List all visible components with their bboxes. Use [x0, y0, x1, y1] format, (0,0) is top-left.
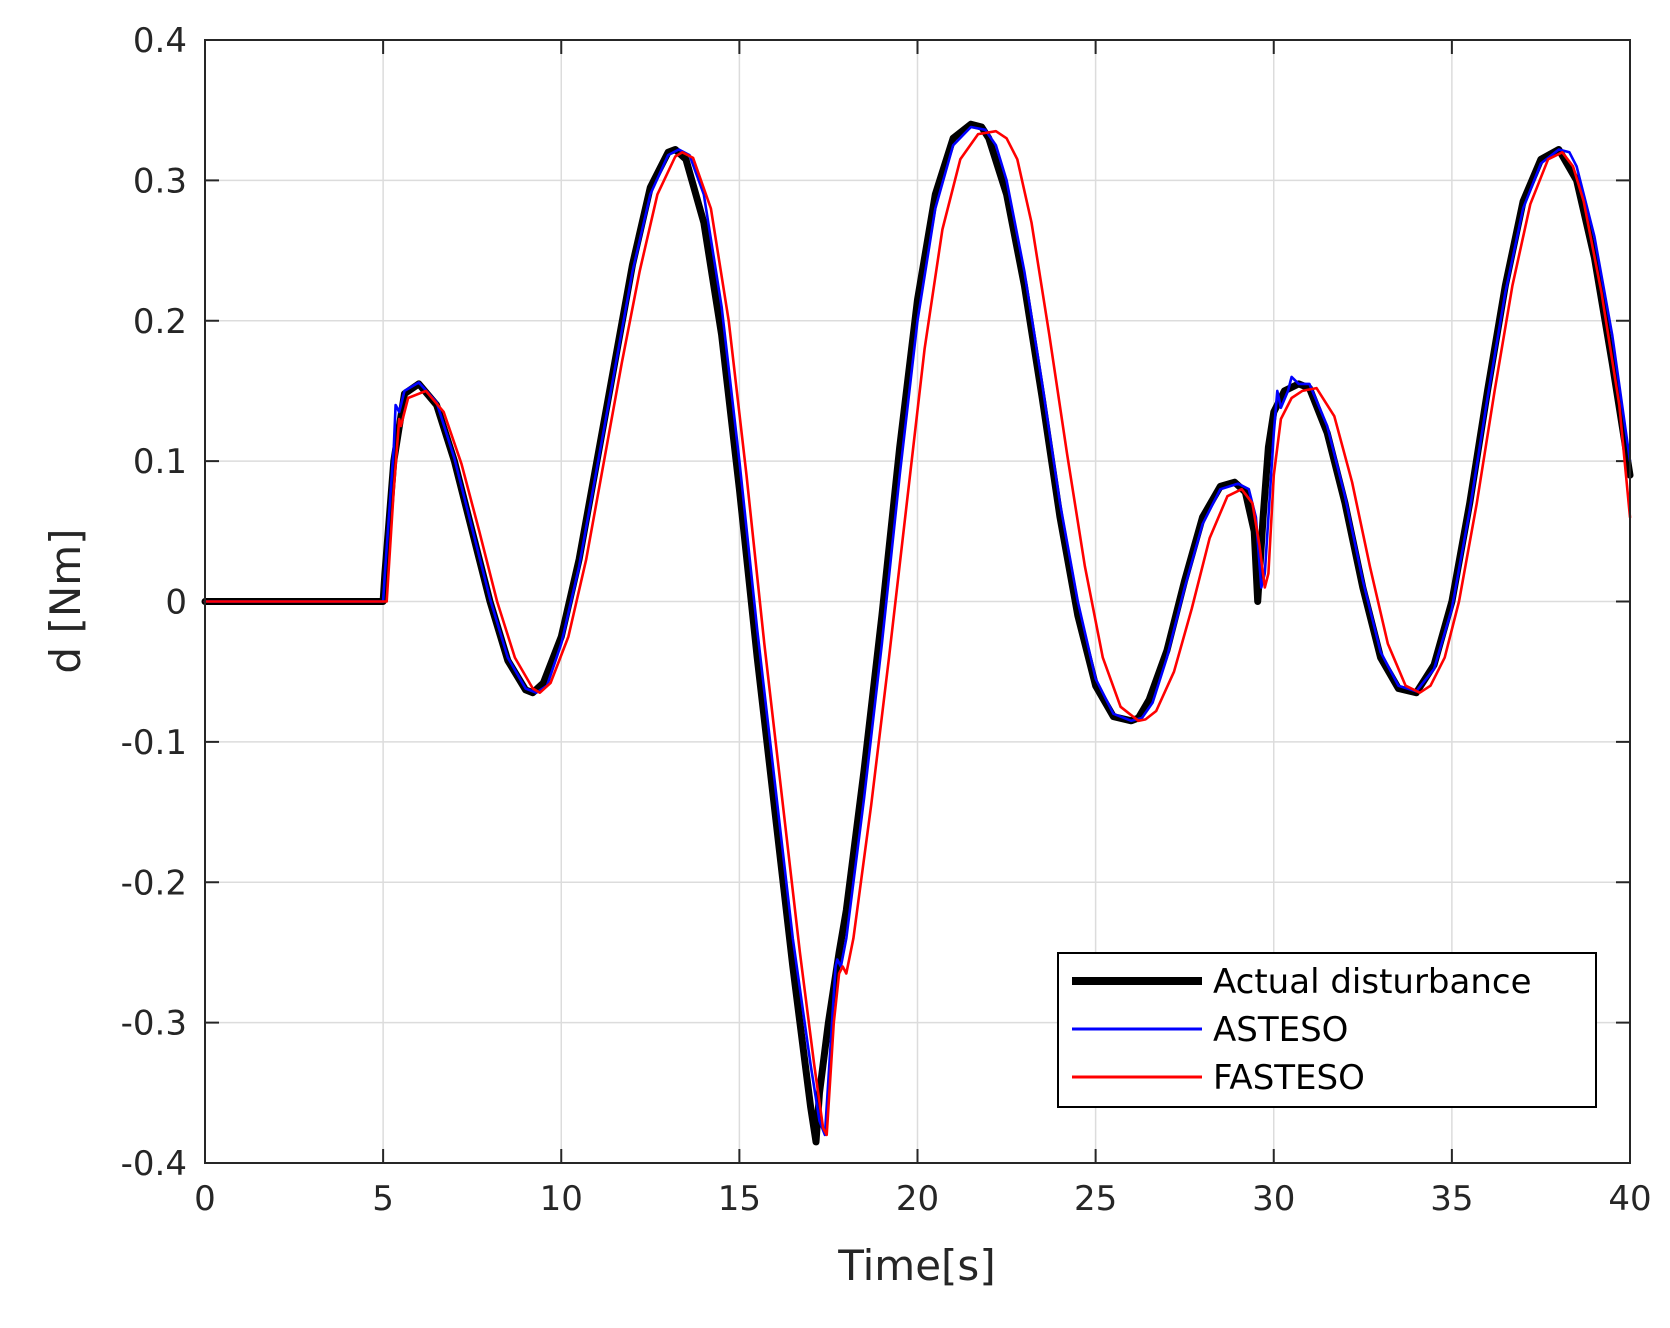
x-tick-label: 25: [1074, 1179, 1117, 1219]
legend-label-actual-disturbance: Actual disturbance: [1213, 962, 1532, 1002]
y-tick-label: 0.4: [133, 21, 187, 61]
x-tick-label: 30: [1252, 1179, 1295, 1219]
y-tick-label: 0.2: [133, 302, 187, 342]
y-tick-label: 0: [165, 583, 187, 623]
x-tick-label: 35: [1430, 1179, 1473, 1219]
y-tick-labels: -0.4 -0.3 -0.2 -0.1 0 0.1 0.2 0.3 0.4: [121, 21, 187, 1184]
x-tick-label: 10: [540, 1179, 583, 1219]
x-tick-label: 40: [1608, 1179, 1651, 1219]
legend-label-fasteso: FASTESO: [1213, 1058, 1365, 1098]
y-tick-label: 0.1: [133, 442, 187, 482]
y-tick-label: -0.1: [121, 723, 187, 763]
x-axis-label: Time[s]: [837, 1241, 995, 1290]
y-tick-label: 0.3: [133, 161, 187, 201]
series-line-asteso: [203, 125, 1632, 1137]
y-axis-label: d [Nm]: [41, 528, 90, 673]
x-tick-label: 0: [194, 1179, 216, 1219]
x-tick-label: 5: [372, 1179, 394, 1219]
plot-frame: [204, 39, 1631, 1164]
legend-label-asteso: ASTESO: [1213, 1010, 1348, 1050]
x-tick-label: 20: [896, 1179, 939, 1219]
y-tick-label: -0.4: [121, 1144, 187, 1184]
y-tick-label: -0.3: [121, 1004, 187, 1044]
x-tick-label: 15: [718, 1179, 761, 1219]
x-tick-labels: 0 5 10 15 20 25 30 35 40: [194, 1179, 1651, 1219]
series-line-fasteso: [203, 129, 1632, 1137]
y-tick-label: -0.2: [121, 863, 187, 903]
legend: Actual disturbance ASTESO FASTESO: [1057, 952, 1597, 1108]
series: [201, 120, 1634, 1146]
